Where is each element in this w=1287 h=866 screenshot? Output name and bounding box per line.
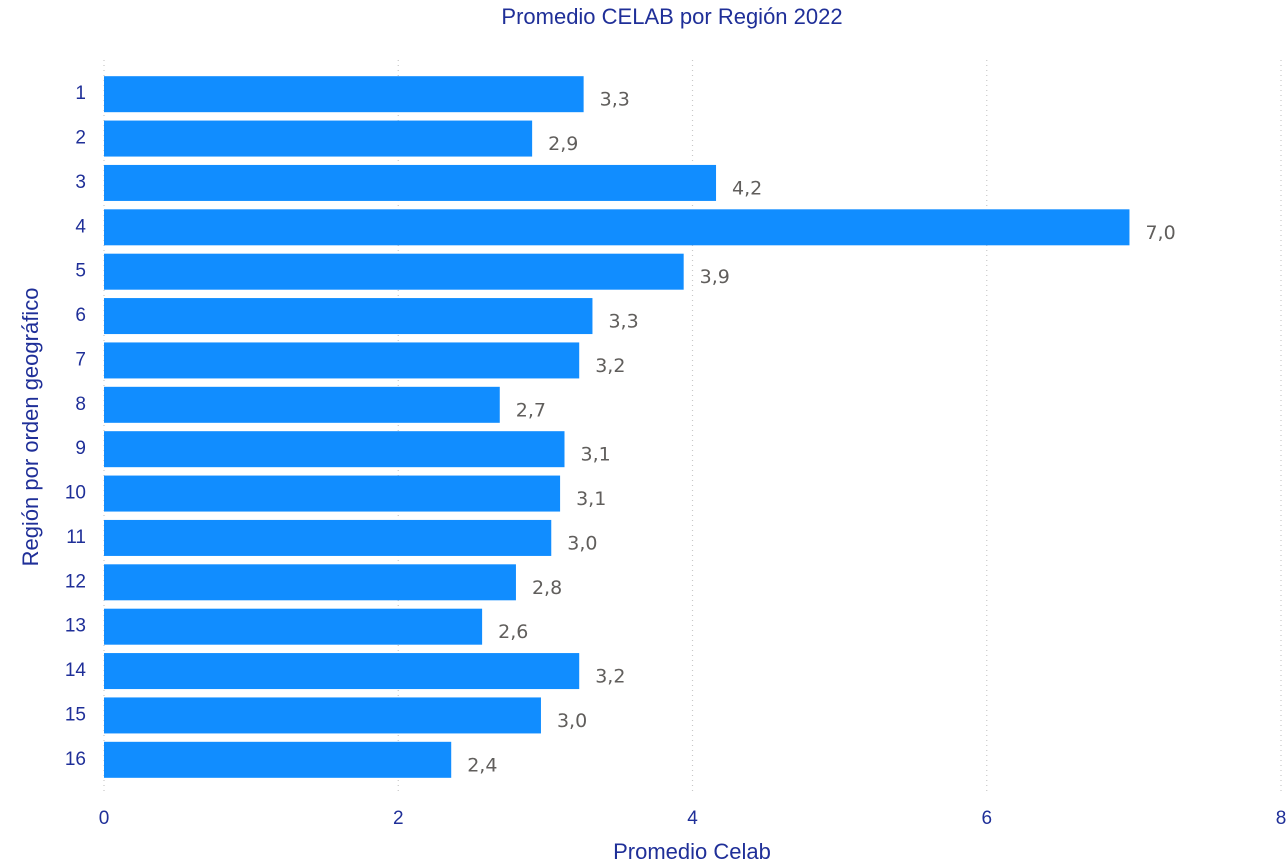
y-tick-label: 9	[75, 438, 86, 459]
data-label: 3,2	[595, 355, 625, 377]
bar	[104, 253, 684, 290]
chart-title: Promedio CELAB por Región 2022	[501, 4, 842, 29]
y-tick-label: 12	[65, 571, 86, 592]
bar	[104, 564, 516, 601]
bar	[104, 164, 717, 201]
y-tick-label: 14	[65, 660, 87, 681]
y-tick-label: 10	[65, 483, 86, 504]
data-label: 3,1	[581, 444, 611, 466]
y-tick-label: 4	[75, 216, 86, 237]
y-tick-label: 7	[75, 349, 86, 370]
bar	[104, 697, 541, 734]
data-label: 4,2	[732, 177, 762, 199]
data-label: 2,7	[516, 399, 546, 421]
data-label: 2,6	[498, 621, 528, 643]
y-tick-label: 3	[75, 172, 86, 193]
y-tick-label: 11	[66, 527, 86, 548]
x-axis-label: Promedio Celab	[613, 839, 771, 864]
data-label: 3,2	[595, 666, 625, 688]
bar	[104, 120, 533, 157]
y-tick-label: 5	[75, 261, 86, 282]
x-tick-label: 2	[393, 808, 404, 829]
x-tick-label: 6	[981, 808, 992, 829]
bar	[104, 386, 500, 423]
data-label: 3,3	[608, 311, 638, 333]
bar	[104, 475, 561, 512]
data-label: 3,0	[567, 532, 597, 554]
bar	[104, 76, 584, 113]
bar	[104, 431, 565, 468]
y-tick-label: 1	[75, 83, 86, 104]
x-tick-label: 8	[1276, 808, 1287, 829]
data-label: 3,9	[700, 266, 730, 288]
y-tick-label: 6	[75, 305, 86, 326]
y-axis-label: Región por orden geográfico	[18, 288, 43, 567]
data-label: 3,1	[576, 488, 606, 510]
data-label: 2,4	[467, 754, 497, 776]
y-tick-label: 2	[75, 128, 86, 149]
bar	[104, 608, 483, 645]
y-tick-label: 16	[65, 749, 86, 770]
bar	[104, 209, 1130, 246]
bar	[104, 519, 552, 556]
y-tick-label: 13	[65, 616, 86, 637]
data-label: 3,3	[600, 89, 630, 111]
bar	[104, 653, 580, 690]
data-label: 2,8	[532, 577, 562, 599]
x-tick-label: 4	[687, 808, 698, 829]
bar	[104, 298, 593, 335]
bar	[104, 342, 580, 379]
y-tick-label: 15	[65, 704, 86, 725]
y-tick-label: 8	[75, 394, 86, 415]
bar	[104, 741, 452, 778]
data-label: 2,9	[548, 133, 578, 155]
data-label: 7,0	[1145, 222, 1175, 244]
data-label: 3,0	[557, 710, 587, 732]
x-tick-label: 0	[99, 808, 110, 829]
